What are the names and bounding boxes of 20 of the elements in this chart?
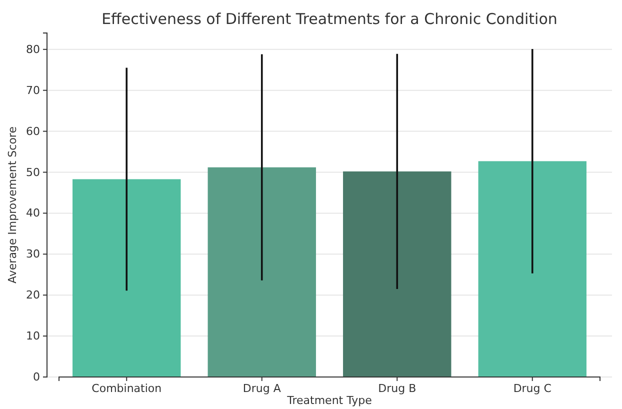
y-tick-label: 40 <box>26 206 40 220</box>
bar <box>72 179 181 377</box>
x-tick-label: Drug A <box>242 382 282 395</box>
x-tick-label: Drug C <box>513 382 552 395</box>
chart-title: Effectiveness of Different Treatments for a Chronic Condition <box>102 10 558 28</box>
y-tick-label: 60 <box>26 124 40 138</box>
y-tick-label: 50 <box>26 166 40 179</box>
x-tick-label: Drug B <box>378 382 416 395</box>
bar <box>478 161 586 377</box>
x-axis-title: Treatment Type <box>286 394 372 407</box>
y-tick-label: 30 <box>26 248 40 261</box>
y-tick-label: 20 <box>26 288 40 302</box>
bar <box>208 167 316 377</box>
y-tick-label: 0 <box>33 370 40 384</box>
y-tick-label: 80 <box>26 42 40 56</box>
bar <box>343 171 452 377</box>
y-tick-label: 10 <box>26 330 40 343</box>
y-axis-title: Average Improvement Score <box>6 126 19 284</box>
x-tick-label: Combination <box>92 382 162 395</box>
y-tick-label: 70 <box>26 84 40 97</box>
